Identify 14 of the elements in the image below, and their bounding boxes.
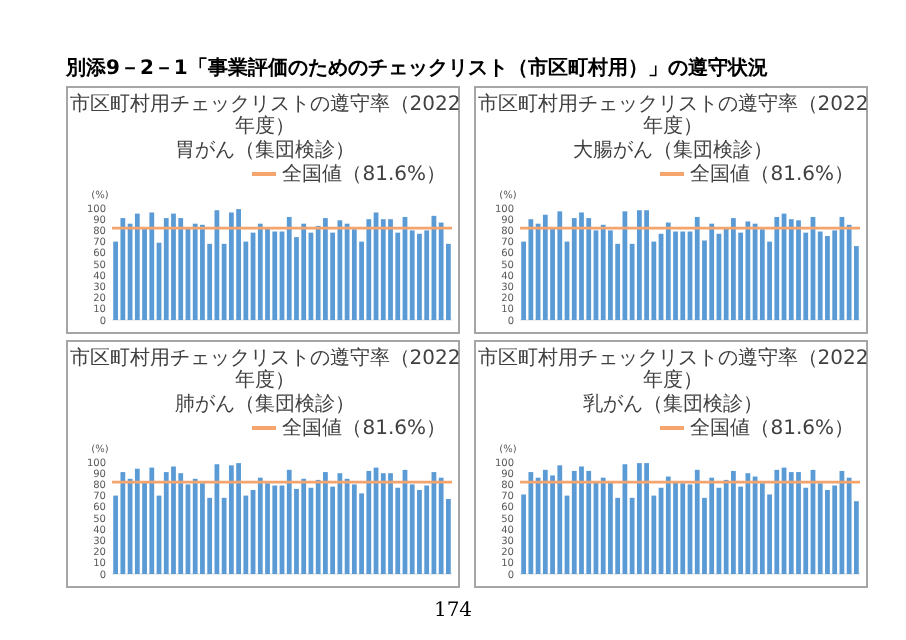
chart-title: 市区町村用チェックリストの遵守率（2022年度） xyxy=(476,94,870,138)
legend-label: 全国値（81.6%） xyxy=(688,164,854,186)
chart-subtitle: 大腸がん（集団検診） xyxy=(571,140,775,162)
chart-title: 市区町村用チェックリストの遵守率（2022年度） xyxy=(68,94,462,138)
legend-label: 全国値（81.6%） xyxy=(688,418,854,440)
chart-title: 市区町村用チェックリストの遵守率（2022年度） xyxy=(476,348,870,392)
legend-label: 全国値（81.6%） xyxy=(280,164,446,186)
text: 174 xyxy=(431,600,475,622)
chart-title: 市区町村用チェックリストの遵守率（2022年度） xyxy=(68,348,462,392)
chart-subtitle: 肺がん（集団検診） xyxy=(173,394,357,416)
chart-subtitle: 乳がん（集団検診） xyxy=(581,394,765,416)
chart-subtitle: 胃がん（集団検診） xyxy=(173,140,357,162)
text: 別添9－2－1「事業評価のためのチェックリスト（市区町村用）」の遵守状況 xyxy=(66,58,768,80)
legend-label: 全国値（81.6%） xyxy=(280,418,446,440)
